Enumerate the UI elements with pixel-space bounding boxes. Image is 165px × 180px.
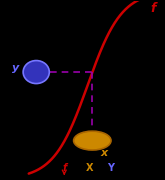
Text: x: x: [101, 148, 108, 158]
Text: f: f: [62, 163, 66, 173]
Text: f: f: [150, 2, 156, 15]
Ellipse shape: [23, 60, 49, 84]
Text: Y: Y: [108, 163, 115, 173]
Ellipse shape: [74, 131, 111, 150]
Text: y: y: [12, 63, 19, 73]
Text: X: X: [86, 163, 93, 173]
